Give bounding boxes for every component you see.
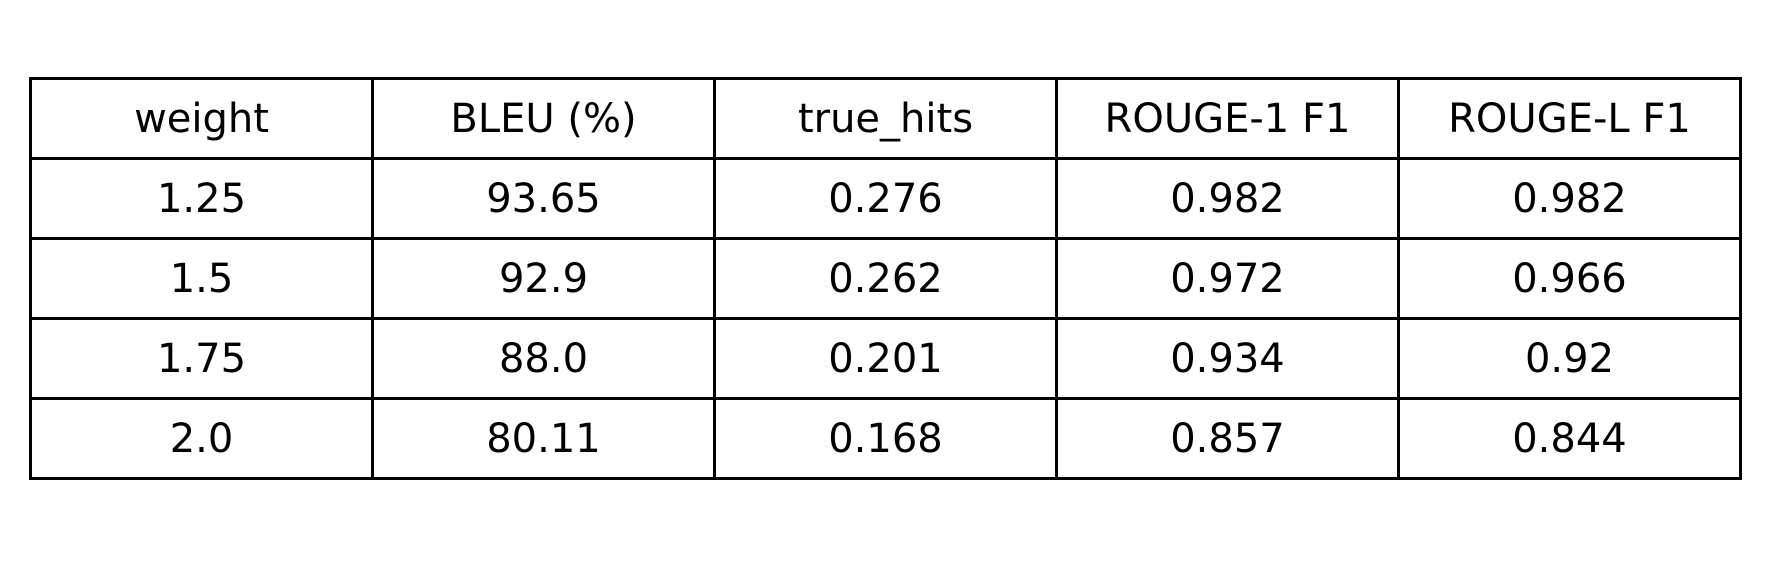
table-body: 1.25 93.65 0.276 0.982 0.982 1.5 92.9 0.262 0.97… — [29, 157, 1742, 480]
column-header: true_hits — [713, 77, 1058, 160]
table-cell: 0.966 — [1397, 237, 1742, 320]
column-header: BLEU (%) — [371, 77, 716, 160]
table-row: 1.75 88.0 0.201 0.934 0.92 — [29, 317, 1742, 400]
table-cell: 0.262 — [713, 237, 1058, 320]
table-cell: 0.201 — [713, 317, 1058, 400]
table-cell: 2.0 — [29, 397, 374, 480]
column-header: ROUGE-1 F1 — [1055, 77, 1400, 160]
table-cell: 0.844 — [1397, 397, 1742, 480]
table-cell: 88.0 — [371, 317, 716, 400]
table-cell: 80.11 — [371, 397, 716, 480]
table-cell: 0.276 — [713, 157, 1058, 240]
table-cell: 93.65 — [371, 157, 716, 240]
table-header: weight BLEU (%) true_hits ROUGE-1 F1 ROUGE-L… — [29, 77, 1742, 160]
table-cell: 1.75 — [29, 317, 374, 400]
table-cell: 0.972 — [1055, 237, 1400, 320]
header-row: weight BLEU (%) true_hits ROUGE-1 F1 ROUGE-L… — [29, 77, 1742, 160]
table-row: 1.5 92.9 0.262 0.972 0.966 — [29, 237, 1742, 320]
column-header: ROUGE-L F1 — [1397, 77, 1742, 160]
table-cell: 1.25 — [29, 157, 374, 240]
table-cell: 92.9 — [371, 237, 716, 320]
table-cell: 0.934 — [1055, 317, 1400, 400]
table-cell: 0.982 — [1397, 157, 1742, 240]
table-cell: 0.92 — [1397, 317, 1742, 400]
table-row: 2.0 80.11 0.168 0.857 0.844 — [29, 397, 1742, 480]
results-table: weight BLEU (%) true_hits ROUGE-1 F1 ROUGE-L… — [29, 77, 1742, 480]
table-cell: 0.168 — [713, 397, 1058, 480]
table-cell: 0.982 — [1055, 157, 1400, 240]
table-cell: 1.5 — [29, 237, 374, 320]
table-row: 1.25 93.65 0.276 0.982 0.982 — [29, 157, 1742, 240]
column-header: weight — [29, 77, 374, 160]
table-cell: 0.857 — [1055, 397, 1400, 480]
